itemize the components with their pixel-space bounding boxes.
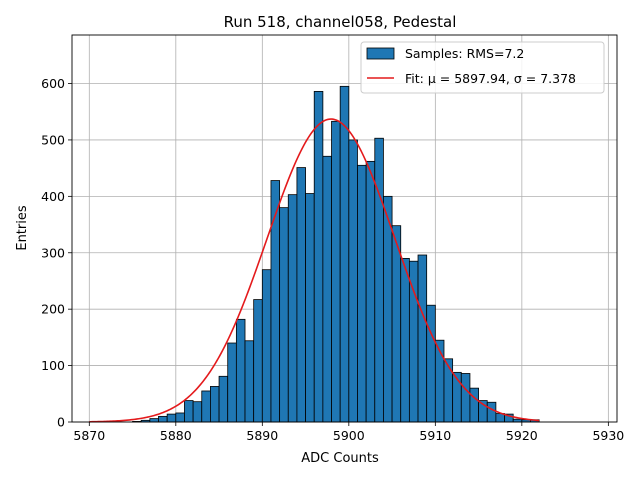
y-axis-label: Entries xyxy=(15,205,30,251)
y-axis-ticks: 0 100 200 300 400 500 600 xyxy=(41,76,72,430)
histogram-bar xyxy=(149,418,159,423)
fit-curve xyxy=(89,118,540,423)
y-tick-label: 400 xyxy=(41,189,65,204)
x-tick-label: 5900 xyxy=(333,428,365,443)
histogram-bar xyxy=(460,373,471,423)
histogram-bar xyxy=(383,195,393,423)
x-tick-label: 5880 xyxy=(160,428,192,443)
histogram-bar xyxy=(175,412,185,423)
histogram-bars xyxy=(132,85,540,423)
histogram-bar xyxy=(469,387,479,423)
histogram-bar xyxy=(184,400,194,423)
histogram-bar xyxy=(261,269,272,423)
histogram-bar xyxy=(253,299,263,423)
legend-label-samples: Samples: RMS=7.2 xyxy=(405,46,524,61)
y-tick-label: 500 xyxy=(41,132,65,147)
y-tick-label: 200 xyxy=(41,302,65,317)
x-tick-label: 5920 xyxy=(506,428,538,443)
histogram-bar xyxy=(296,167,306,423)
histogram-bar xyxy=(235,318,246,423)
x-tick-label: 5930 xyxy=(592,428,624,443)
x-tick-label: 5890 xyxy=(246,428,278,443)
x-tick-label: 5910 xyxy=(419,428,451,443)
histogram-bar xyxy=(158,415,168,423)
histogram-bar xyxy=(365,160,376,423)
y-tick-label: 100 xyxy=(41,358,65,373)
y-tick-label: 300 xyxy=(41,245,65,260)
histogram-bar xyxy=(218,375,229,423)
histogram-bar xyxy=(210,386,220,423)
histogram-bar xyxy=(417,254,428,423)
plot-frame xyxy=(71,34,618,423)
x-axis-label: ADC Counts xyxy=(301,451,379,466)
y-tick-label: 0 xyxy=(57,415,65,430)
legend-swatch-samples xyxy=(366,47,395,60)
legend-box xyxy=(360,41,605,94)
histogram-bar xyxy=(305,193,315,423)
histogram-bar xyxy=(486,401,497,423)
histogram-bar xyxy=(201,390,211,423)
histogram-bar xyxy=(339,85,350,423)
histogram-bar xyxy=(357,164,367,423)
chart-title: Run 518, channel058, Pedestal xyxy=(224,13,457,31)
histogram-bar xyxy=(322,155,332,423)
histogram-bar xyxy=(391,225,402,423)
histogram-bar xyxy=(408,260,419,423)
histogram-bar xyxy=(192,401,203,423)
x-tick-label: 5870 xyxy=(73,428,105,443)
histogram-bar xyxy=(374,137,384,423)
histogram-bar xyxy=(279,207,289,423)
histogram-bar xyxy=(244,340,255,423)
histogram-bar xyxy=(426,304,436,423)
y-tick-label: 600 xyxy=(41,76,65,91)
legend-label-fit: Fit: μ = 5897.94, σ = 7.378 xyxy=(405,71,576,86)
histogram-bar xyxy=(443,358,454,423)
histogram-bar xyxy=(313,91,324,423)
legend: Samples: RMS=7.2 Fit: μ = 5897.94, σ = 7… xyxy=(360,41,605,94)
histogram-bar xyxy=(331,120,341,423)
x-axis-ticks: 5870 5880 5890 5900 5910 5920 5930 xyxy=(73,422,624,443)
histogram-bar xyxy=(227,342,237,423)
histogram-bar xyxy=(348,139,358,423)
histogram-bar xyxy=(287,194,298,423)
histogram-bar xyxy=(166,413,177,423)
histogram-bar xyxy=(400,257,410,423)
